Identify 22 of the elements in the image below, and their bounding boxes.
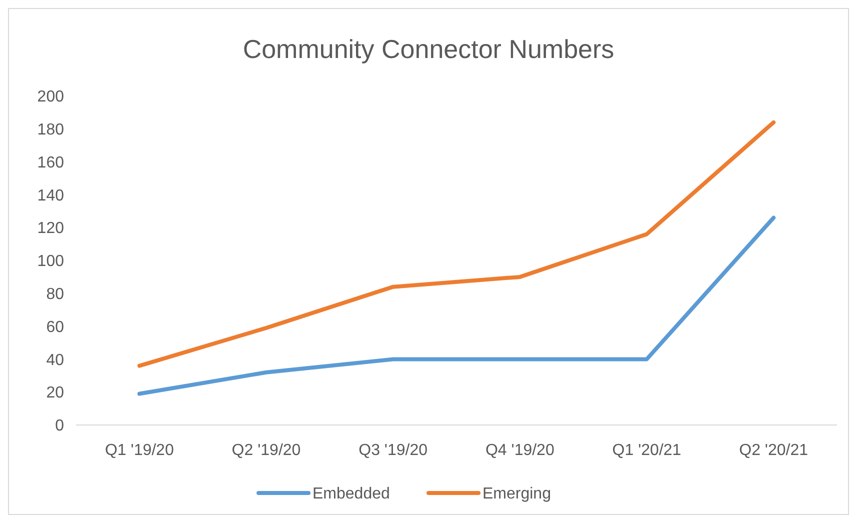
x-tick-label: Q3 '19/20 <box>358 442 428 459</box>
y-tick-label: 180 <box>37 122 64 138</box>
x-tick-label: Q1 '19/20 <box>104 442 174 459</box>
y-tick-label: 160 <box>37 154 64 172</box>
y-tick-label: 60 <box>46 318 64 336</box>
x-tick-label: Q4 '19/20 <box>485 442 554 459</box>
y-tick-label: 200 <box>37 88 64 106</box>
legend-label: Emerging <box>482 486 551 503</box>
line-series <box>137 216 776 396</box>
chart-title: Community Connector Numbers <box>242 34 614 64</box>
y-tick-label: 40 <box>46 352 64 369</box>
y-tick-label: 0 <box>55 418 64 435</box>
y-tick-label: 80 <box>46 286 64 303</box>
y-tick-label: 100 <box>37 253 64 270</box>
y-tick-label: 120 <box>37 220 64 238</box>
x-tick-label: Q2 '20/21 <box>739 442 808 459</box>
line-series <box>137 120 776 368</box>
y-tick-label: 140 <box>37 187 64 204</box>
legend-label: Embedded <box>312 486 390 503</box>
x-tick-label: Q2 '19/20 <box>232 442 301 459</box>
x-tick-label: Q1 '20/21 <box>612 442 682 459</box>
y-tick-label: 20 <box>46 384 64 402</box>
